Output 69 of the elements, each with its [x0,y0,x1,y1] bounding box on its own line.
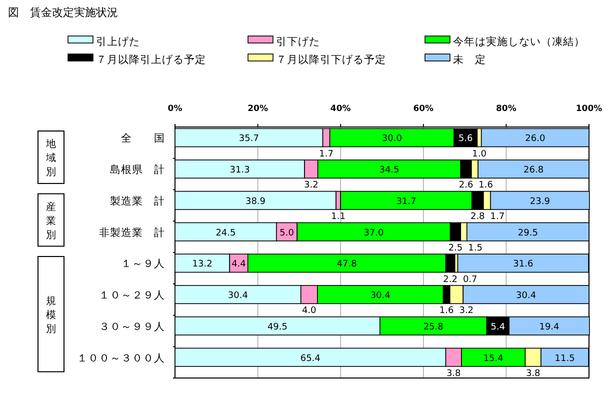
x-tick-label: 80% [496,104,517,114]
y-tick-label: １００～３００人 [77,352,165,364]
legend-label: ７月以降引上げる予定 [96,53,206,66]
data-label: 24.5 [216,228,236,238]
data-label: 2.5 [448,243,463,254]
data-label: 29.5 [518,228,538,238]
data-label: 1.7 [490,212,505,222]
data-label: 25.8 [423,322,444,332]
data-label: 65.4 [300,354,321,364]
data-label: 30.4 [370,291,391,302]
data-label: 31.6 [513,260,534,270]
x-tick-label: 20% [248,104,268,114]
data-label: 2.6 [458,180,474,191]
data-label: 26.8 [524,166,544,176]
data-label: 1.5 [468,243,482,254]
data-label: 31.7 [396,196,416,207]
y-tick-label: １～９人 [121,258,165,270]
data-label: 5.6 [458,134,474,144]
legend-label: 引上げた [96,35,140,48]
data-label: 30.4 [516,291,536,302]
y-tick-label: 島根県 計 [110,163,165,176]
y-tick-label: 非製造業 計 [99,226,165,239]
y-tick-label: 製造業 計 [110,194,165,208]
data-label: 19.4 [539,322,560,332]
data-label: 47.8 [336,260,358,270]
data-label: 4.0 [302,306,317,316]
text: 規模別 [46,295,56,336]
y-tick-label: 全 国 [121,132,165,145]
data-label: 3.2 [304,180,318,191]
data-label: 49.5 [267,322,288,332]
data-label: 26.0 [525,134,546,144]
data-label: 35.7 [238,134,259,144]
text: 図 賃金改定実施状況 [8,6,118,19]
data-label: 1.7 [319,149,334,160]
data-label: 1.6 [439,306,454,316]
x-tick-label: 0% [168,104,183,114]
data-label: 30.0 [382,134,402,144]
legend-label: 今年は実施しない（凍結） [453,35,585,48]
data-label: 5.4 [490,322,506,332]
x-tick-label: 100% [576,104,603,114]
legend-label: ７月以降引下げる予定 [276,53,386,66]
data-label: 31.3 [230,166,250,176]
data-label: 3.8 [446,368,462,379]
data-label: 0.7 [462,274,478,285]
data-label: 13.2 [192,260,212,270]
data-label: 1.1 [331,212,346,222]
data-label: 11.5 [554,354,575,364]
text: 産業別 [46,200,56,241]
y-tick-label: １０～２９人 [99,290,165,302]
y-tick-label: ３０～９９人 [99,320,165,333]
data-label: 23.9 [530,196,550,207]
data-label: 34.5 [379,166,400,176]
data-label: 1.0 [472,149,487,160]
x-tick-label: 60% [413,104,434,114]
text: 地域別 [45,138,56,178]
data-label: 4.4 [232,260,246,270]
data-label: 38.9 [246,196,266,207]
legend-label: 引下げた [276,36,320,48]
data-label: 3.8 [526,368,541,379]
data-label: 2.8 [470,212,486,222]
data-label: 30.4 [228,291,248,302]
data-label: 15.4 [483,354,504,364]
data-label: 1.6 [478,180,494,191]
x-tick-label: 40% [330,104,352,114]
data-label: 2.2 [443,274,458,285]
data-label: 3.2 [459,306,474,316]
data-label: 5.0 [280,228,294,238]
legend-label: 未 定 [453,53,486,66]
data-label: 37.0 [364,228,384,238]
